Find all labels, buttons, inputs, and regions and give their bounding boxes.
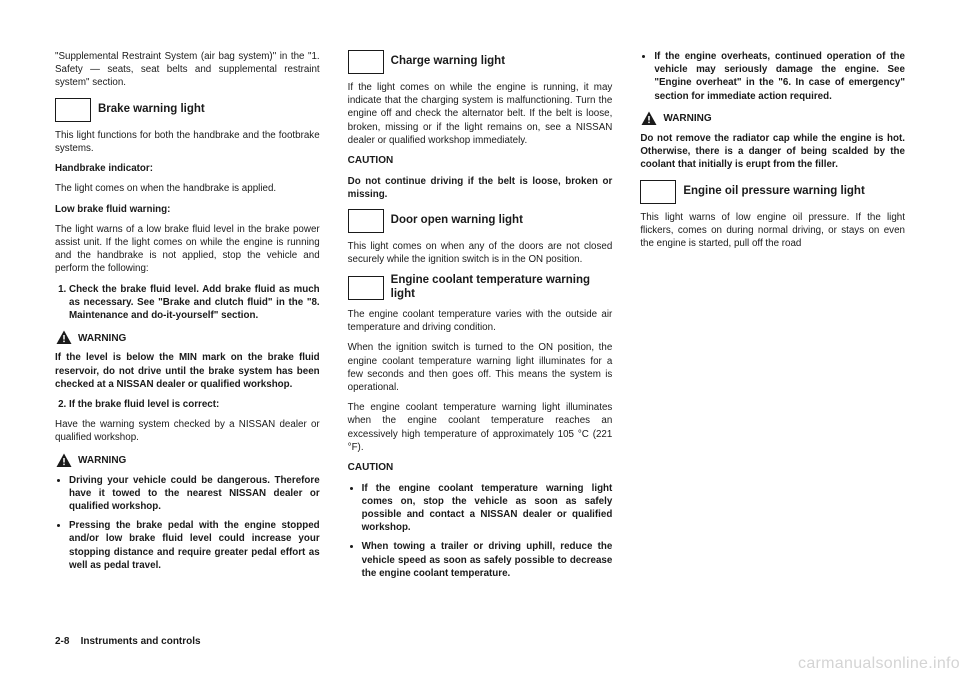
brake-steps: Check the brake fluid level. Add brake f…	[55, 283, 320, 323]
warning-label: WARNING	[78, 454, 126, 468]
page-number: 2-8	[55, 636, 69, 647]
charge-caution-label: CAUTION	[348, 154, 613, 168]
brake-h2: Low brake fluid warning:	[55, 203, 320, 216]
page-footer: 2-8 Instruments and controls	[55, 636, 201, 647]
oil-heading: Engine oil pressure warning light	[640, 180, 905, 204]
brake-warn1: If the level is below the MIN mark on th…	[55, 351, 320, 391]
brake-warn-b1: Driving your vehicle could be dangerous.…	[69, 474, 320, 514]
brake-warning-2: WARNING	[55, 452, 320, 470]
brake-step-1: Check the brake fluid level. Add brake f…	[69, 283, 320, 323]
warning-icon	[55, 452, 73, 470]
intro-text: "Supplemental Restraint System (air bag …	[55, 50, 320, 90]
door-heading: Door open warning light	[348, 209, 613, 233]
coolant-heading: Engine coolant temperature warning light	[348, 274, 613, 300]
warning-label: WARNING	[663, 112, 711, 126]
door-p1: This light comes on when any of the door…	[348, 240, 613, 266]
brake-p1: This light functions for both the handbr…	[55, 129, 320, 155]
warning-label: WARNING	[78, 332, 126, 346]
coolant-warning: WARNING	[640, 110, 905, 128]
charge-icon	[348, 50, 384, 74]
coolant-p1: The engine coolant temperature varies wi…	[348, 308, 613, 334]
brake-h1: Handbrake indicator:	[55, 162, 320, 175]
brake-warn-bullets: Driving your vehicle could be dangerous.…	[55, 474, 320, 573]
brake-title: Brake warning light	[98, 103, 205, 116]
brake-warn-b2: Pressing the brake pedal with the engine…	[69, 519, 320, 572]
brake-p2: The light comes on when the handbrake is…	[55, 182, 320, 195]
coolant-warn: Do not remove the radiator cap while the…	[640, 132, 905, 172]
charge-caution: Do not continue driving if the belt is l…	[348, 175, 613, 201]
brake-icon	[55, 98, 91, 122]
coolant-c1: If the engine coolant temperature warnin…	[362, 482, 613, 535]
coolant-c3: If the engine overheats, continued opera…	[654, 50, 905, 103]
brake-step-2: If the brake fluid level is correct:	[69, 398, 320, 411]
warning-icon	[55, 329, 73, 347]
brake-p3: The light warns of a low brake fluid lev…	[55, 223, 320, 276]
oil-title: Engine oil pressure warning light	[683, 185, 864, 198]
door-icon	[348, 209, 384, 233]
section-title: Instruments and controls	[81, 636, 201, 647]
warning-icon	[640, 110, 658, 128]
brake-steps-2: If the brake fluid level is correct:	[55, 398, 320, 411]
watermark: carmanualsonline.info	[798, 655, 960, 673]
charge-p1: If the light comes on while the engine i…	[348, 81, 613, 147]
coolant-title: Engine coolant temperature warning light	[391, 274, 613, 300]
coolant-c2: When towing a trailer or driving uphill,…	[362, 540, 613, 580]
coolant-icon	[348, 276, 384, 300]
charge-title: Charge warning light	[391, 55, 505, 68]
brake-warning-1: WARNING	[55, 329, 320, 347]
charge-heading: Charge warning light	[348, 50, 613, 74]
door-title: Door open warning light	[391, 214, 523, 227]
coolant-caution-label: CAUTION	[348, 461, 613, 475]
oil-p1: This light warns of low engine oil press…	[640, 211, 905, 251]
coolant-p2: When the ignition switch is turned to th…	[348, 341, 613, 394]
oil-icon	[640, 180, 676, 204]
page-content: "Supplemental Restraint System (air bag …	[0, 0, 960, 625]
brake-heading: Brake warning light	[55, 98, 320, 122]
coolant-p3: The engine coolant temperature warning l…	[348, 401, 613, 454]
brake-step2-sub: Have the warning system checked by a NIS…	[55, 418, 320, 444]
